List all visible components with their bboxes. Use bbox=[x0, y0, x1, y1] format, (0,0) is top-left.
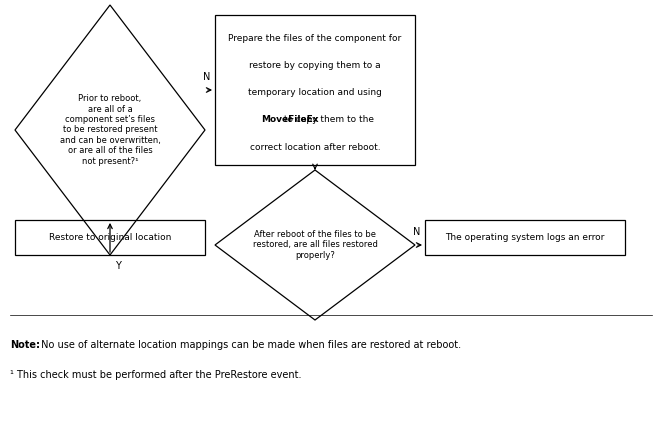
Text: Restore to original location: Restore to original location bbox=[49, 233, 171, 242]
Text: N: N bbox=[413, 227, 420, 237]
Text: Prior to reboot,
are all of a
component set’s files
to be restored present
and c: Prior to reboot, are all of a component … bbox=[60, 94, 160, 166]
Text: No use of alternate location mappings can be made when files are restored at reb: No use of alternate location mappings ca… bbox=[38, 340, 461, 350]
Text: correct location after reboot.: correct location after reboot. bbox=[250, 143, 380, 152]
Bar bbox=[15, 220, 205, 255]
Text: ¹ This check must be performed after the PreRestore event.: ¹ This check must be performed after the… bbox=[10, 370, 301, 380]
Text: Note:: Note: bbox=[10, 340, 40, 350]
Text: Y: Y bbox=[115, 261, 121, 271]
Text: restore by copying them to a: restore by copying them to a bbox=[249, 61, 381, 70]
Text: Prepare the files of the component for: Prepare the files of the component for bbox=[228, 34, 402, 43]
Text: After reboot of the files to be
restored, are all files restored
properly?: After reboot of the files to be restored… bbox=[253, 230, 377, 260]
Bar bbox=[215, 15, 415, 165]
Text: The operating system logs an error: The operating system logs an error bbox=[446, 233, 604, 242]
Bar bbox=[425, 220, 625, 255]
Text: MoveFileEx: MoveFileEx bbox=[261, 116, 319, 124]
Text: temporary location and using: temporary location and using bbox=[248, 88, 382, 97]
Text: N: N bbox=[203, 72, 211, 82]
Text: to copy them to the: to copy them to the bbox=[281, 116, 374, 124]
Text: MoveFileEx to copy them to the: MoveFileEx to copy them to the bbox=[243, 116, 387, 124]
